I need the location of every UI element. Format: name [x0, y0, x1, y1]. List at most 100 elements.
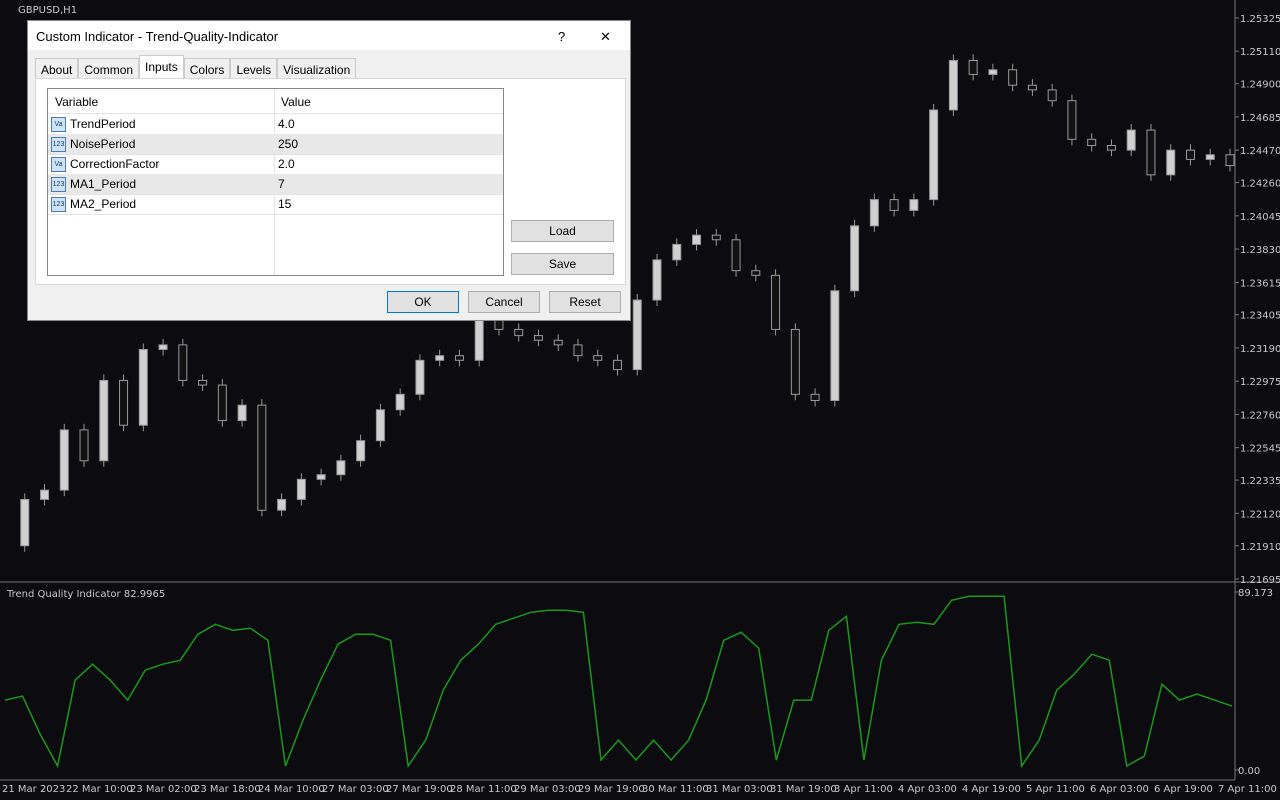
candle-body [316, 474, 326, 480]
tab[interactable]: Levels [230, 58, 278, 81]
header-row: Variable Value [48, 89, 503, 275]
candle-body [1008, 69, 1018, 86]
candle-body [395, 393, 405, 411]
candle-body [711, 234, 721, 241]
time-label: 22 Mar 10:00 [66, 784, 133, 795]
inputs-table: Variable Value Va TrendPeriod 4.0 123 NoiseP… [47, 88, 504, 276]
table-row: Va TrendPeriod 4.0 [48, 114, 503, 135]
candle-body [237, 404, 247, 422]
candle-body [217, 384, 227, 422]
candle-body [178, 344, 188, 381]
candle-body [593, 355, 603, 361]
candle-body [968, 60, 978, 75]
tab[interactable]: Inputs [139, 55, 184, 81]
price-tick-label: 1.24900 [1240, 80, 1280, 91]
dialog: Custom Indicator - Trend-Quality-Indicat… [27, 20, 631, 321]
tab[interactable]: Colors [183, 58, 231, 81]
price-tick-label: 1.22545 [1240, 444, 1280, 455]
type-icon: 123 [51, 197, 66, 212]
table-row: 123 MA1_Period 7 [48, 174, 503, 195]
price-tick-label: 1.24045 [1240, 212, 1280, 223]
price-tick-label: 1.23405 [1240, 311, 1280, 322]
candle-body [356, 440, 366, 462]
price-tick-label: 1.21695 [1240, 575, 1280, 586]
reset-button[interactable]: Reset [549, 291, 621, 313]
time-label: 29 Mar 03:00 [514, 784, 581, 795]
candle-body [988, 69, 998, 75]
dialog-title: Custom Indicator - Trend-Quality-Indicat… [36, 29, 279, 44]
help-button[interactable]: ? [558, 29, 566, 44]
candle-body [296, 478, 306, 500]
variable-value[interactable]: 4.0 [278, 117, 295, 131]
candle-body [1146, 129, 1156, 176]
price-tick-label: 1.25325 [1240, 14, 1280, 25]
tab-panel: Variable Value Va TrendPeriod 4.0 123 NoiseP… [35, 78, 626, 285]
time-label: 7 Apr 11:00 [1218, 784, 1277, 795]
cancel-button[interactable]: Cancel [468, 291, 540, 313]
candle-body [1185, 149, 1195, 160]
time-label: 27 Mar 19:00 [386, 784, 453, 795]
candle-body [1106, 145, 1116, 151]
candle-body [850, 225, 860, 292]
table-row: 123 NoisePeriod 250 [48, 134, 503, 155]
price-tick-label: 1.22975 [1240, 377, 1280, 388]
type-icon: 123 [51, 137, 66, 152]
candle-body [277, 498, 287, 511]
variable-value[interactable]: 15 [278, 197, 292, 211]
candle-body [889, 199, 899, 211]
price-tick-label: 1.23190 [1240, 344, 1280, 355]
price-tick-label: 1.23830 [1240, 245, 1280, 256]
candle-body [830, 290, 840, 402]
candle-body [1225, 154, 1235, 167]
candle-body [40, 489, 50, 500]
candle-body [771, 274, 781, 330]
price-tick-label: 1.22760 [1240, 410, 1280, 421]
candle-body [672, 243, 682, 261]
time-label: 6 Apr 03:00 [1090, 784, 1149, 795]
load-button[interactable]: Load [511, 220, 614, 242]
candle-body [652, 259, 662, 301]
indicator-line [4, 595, 1233, 769]
price-tick-label: 1.25110 [1240, 47, 1280, 58]
variable-value[interactable]: 7 [278, 177, 285, 191]
price-tick-label: 1.24470 [1240, 146, 1280, 157]
time-label: 30 Mar 11:00 [642, 784, 709, 795]
tab[interactable]: Common [78, 58, 140, 81]
candle-body [158, 344, 168, 351]
close-button[interactable]: ✕ [600, 29, 611, 44]
column-header: Value [281, 95, 311, 109]
candle-body [692, 234, 702, 245]
candle-body [59, 429, 69, 491]
time-label: 29 Mar 19:00 [578, 784, 645, 795]
tab[interactable]: About [35, 58, 79, 81]
candle-body [751, 270, 761, 276]
ok-button[interactable]: OK [387, 291, 459, 313]
tab[interactable]: Visualization [277, 58, 357, 81]
price-tick-label: 1.21910 [1240, 542, 1280, 553]
candle-body [336, 460, 346, 476]
candle-body [632, 299, 642, 371]
variable-value[interactable]: 2.0 [278, 157, 295, 171]
candle-body [138, 349, 148, 426]
candle-body [1047, 89, 1057, 102]
candle-body [613, 359, 622, 371]
candle-body [1126, 129, 1136, 151]
candle-body [454, 355, 464, 361]
variable-value[interactable]: 250 [278, 137, 299, 151]
variable-name: CorrectionFactor [70, 157, 160, 171]
price-tick-label: 1.22120 [1240, 509, 1280, 520]
time-label: 21 Mar 2023 [2, 784, 65, 795]
time-label: 3 Apr 11:00 [834, 784, 893, 795]
time-label: 28 Mar 11:00 [450, 784, 517, 795]
price-tick-label: 1.22335 [1240, 476, 1280, 487]
dialog-title-bar: Custom Indicator - Trend-Quality-Indicat… [28, 21, 630, 50]
type-icon: 123 [51, 177, 66, 192]
candle-body [435, 355, 445, 361]
time-label: 27 Mar 03:00 [322, 784, 389, 795]
candle-body [415, 359, 425, 395]
save-button[interactable]: Save [511, 253, 614, 275]
candle-body [1166, 149, 1176, 176]
candle-body [731, 239, 741, 272]
candle-body [375, 409, 385, 442]
